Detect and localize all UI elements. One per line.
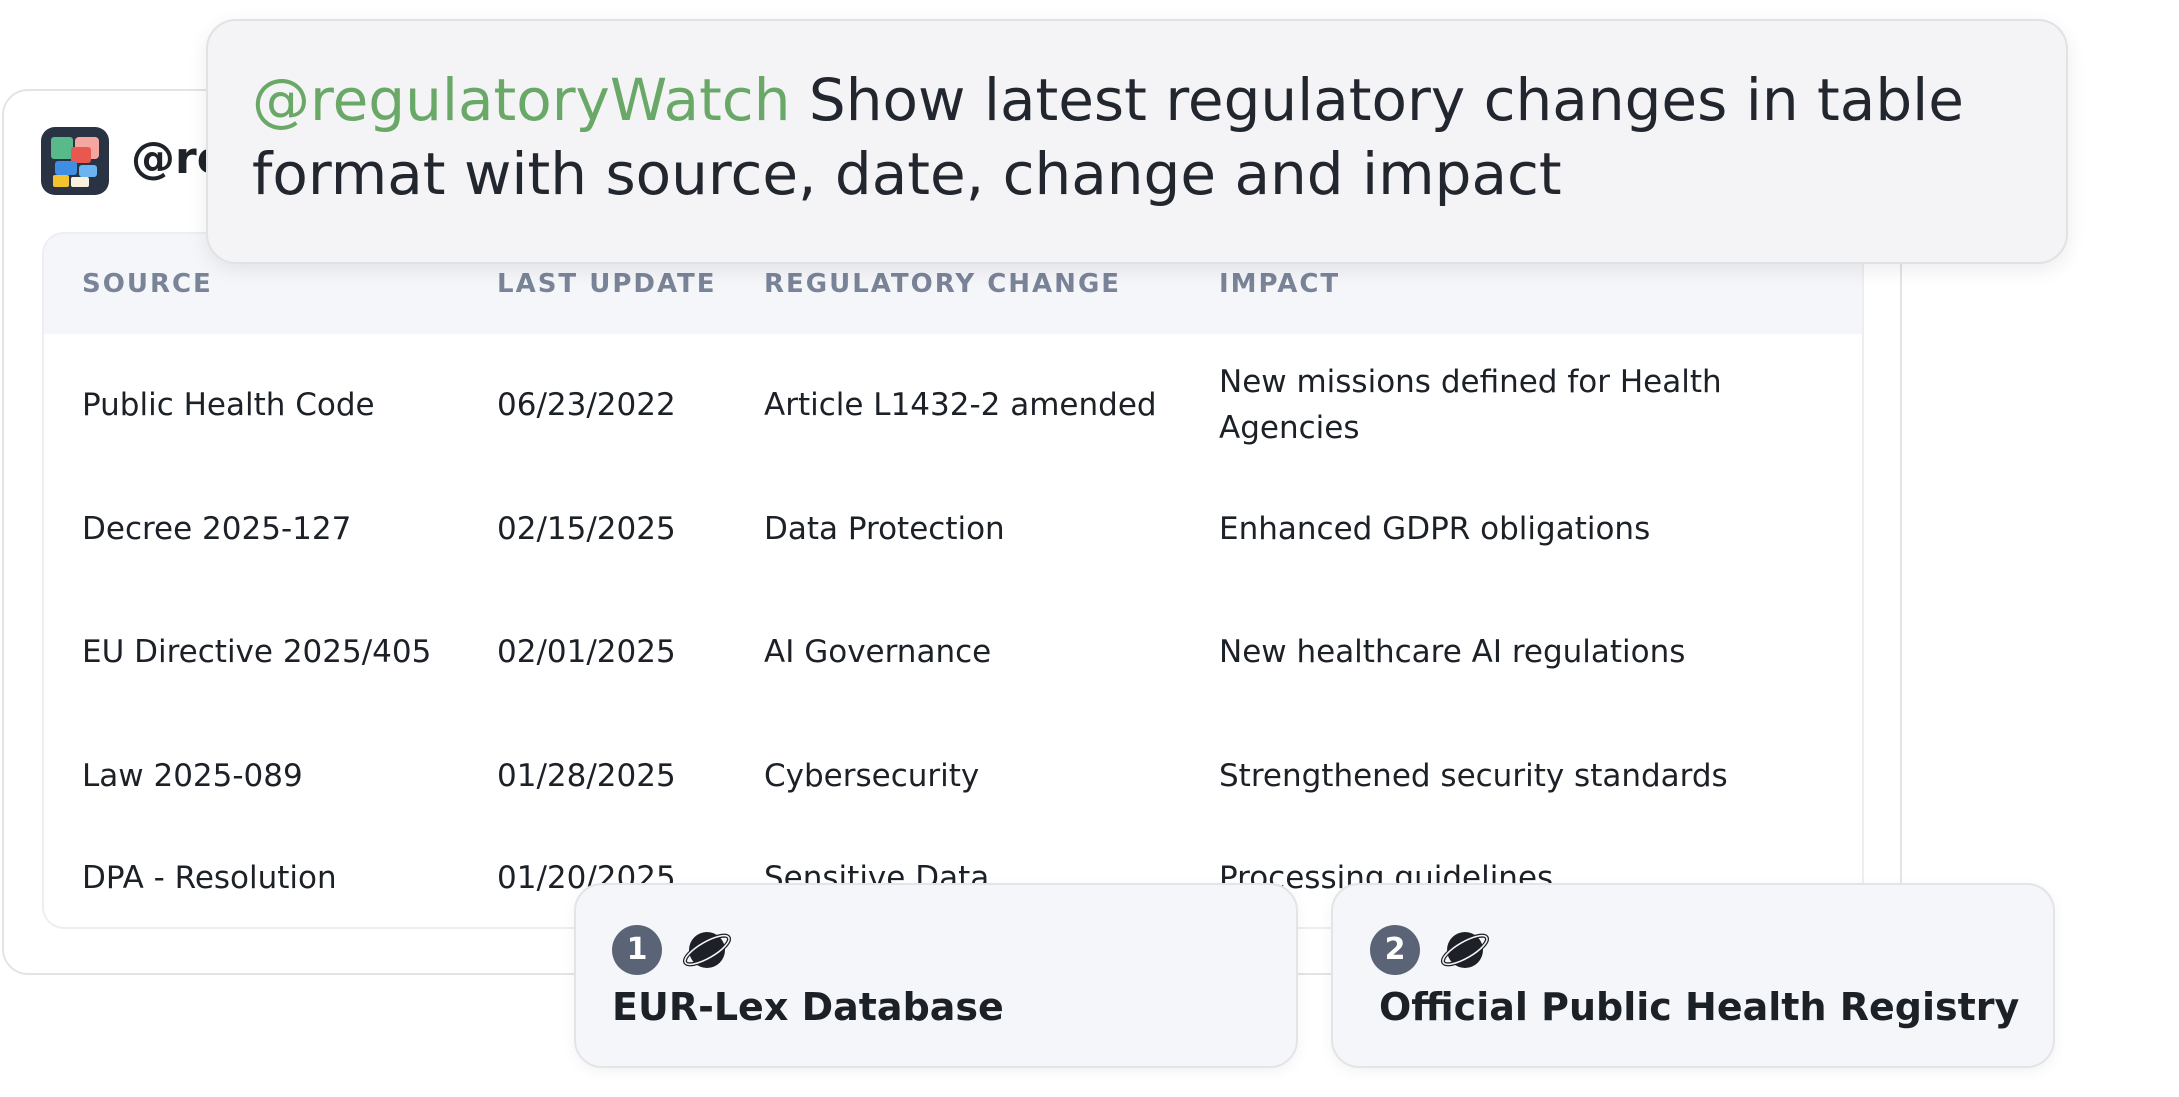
header-regulatory-change: REGULATORY CHANGE bbox=[764, 269, 1122, 299]
table-row: Decree 2025-127 02/15/2025 Data Protecti… bbox=[44, 476, 1862, 581]
user-prompt-bubble: @regulatoryWatch Show latest regulatory … bbox=[206, 19, 2068, 264]
cell-impact: New missions defined for Health Agencies bbox=[1219, 364, 1722, 446]
header-last-update: LAST UPDATE bbox=[497, 269, 717, 299]
prompt-mention[interactable]: @regulatoryWatch bbox=[252, 66, 791, 134]
cell-source: EU Directive 2025/405 bbox=[82, 634, 432, 670]
cell-impact: New healthcare AI regulations bbox=[1219, 634, 1686, 670]
cell-source: Decree 2025-127 bbox=[82, 510, 352, 547]
cell-date: 02/15/2025 bbox=[497, 510, 676, 547]
cell-change: AI Governance bbox=[764, 634, 992, 670]
source-title: Official Public Health Registry bbox=[1379, 985, 2020, 1029]
source-number-badge: 1 bbox=[612, 925, 662, 975]
globe-icon bbox=[1438, 923, 1492, 977]
globe-icon bbox=[680, 923, 734, 977]
prompt-text: Show latest regulatory changes in table … bbox=[252, 66, 1964, 208]
cell-date: 01/28/2025 bbox=[497, 757, 676, 794]
cell-source: DPA - Resolution bbox=[82, 860, 337, 896]
regulatory-table: SOURCE LAST UPDATE REGULATORY CHANGE IMP… bbox=[42, 232, 1864, 929]
table-row: Public Health Code 06/23/2022 Article L1… bbox=[44, 334, 1862, 476]
source-card[interactable]: 2 Official Public Health Registry bbox=[1331, 883, 2055, 1068]
cell-change: Article L1432-2 amended bbox=[764, 387, 1157, 423]
app-logo-icon bbox=[41, 127, 109, 195]
table-row: EU Directive 2025/405 02/01/2025 AI Gove… bbox=[44, 581, 1862, 723]
cell-impact: Enhanced GDPR obligations bbox=[1219, 510, 1651, 547]
cell-date: 06/23/2022 bbox=[497, 387, 676, 423]
cell-source: Law 2025-089 bbox=[82, 757, 303, 794]
cell-source: Public Health Code bbox=[82, 387, 375, 423]
cell-change: Data Protection bbox=[764, 510, 1005, 547]
source-number-badge: 2 bbox=[1370, 925, 1420, 975]
source-card[interactable]: 1 EUR-Lex Database bbox=[574, 883, 1298, 1068]
cell-impact: Strengthened security standards bbox=[1219, 757, 1728, 794]
cell-change: Cybersecurity bbox=[764, 757, 980, 794]
cell-date: 02/01/2025 bbox=[497, 634, 676, 670]
header-source: SOURCE bbox=[82, 269, 213, 299]
table-row: Law 2025-089 01/28/2025 Cybersecurity St… bbox=[44, 723, 1862, 828]
source-title: EUR-Lex Database bbox=[612, 985, 1004, 1029]
header-impact: IMPACT bbox=[1219, 269, 1341, 299]
